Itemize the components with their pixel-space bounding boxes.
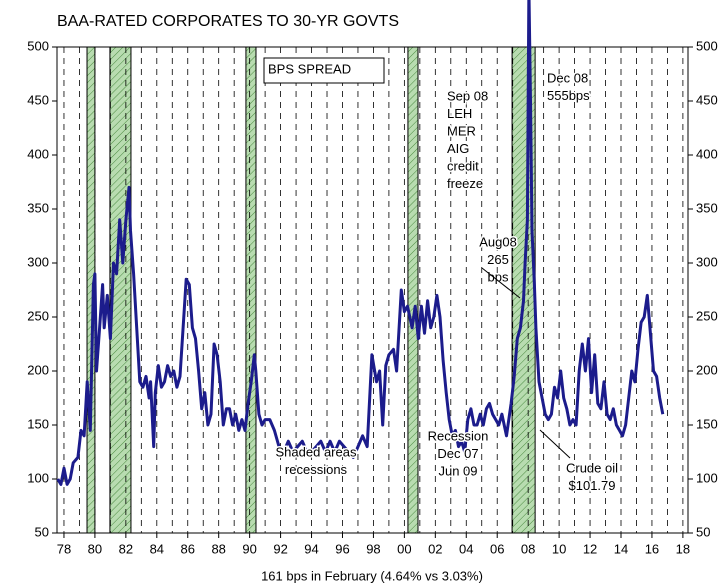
x-tick-label: 80: [88, 541, 102, 556]
y-tick-label: 200: [27, 362, 49, 377]
y-tick-label: 300: [27, 254, 49, 269]
y-tick-label: 450: [27, 92, 49, 107]
x-tick-label: 82: [119, 541, 133, 556]
x-tick-label: 84: [150, 541, 164, 556]
x-tick-label: 78: [57, 541, 71, 556]
annotation: Recession: [428, 428, 489, 443]
x-tick-label: 08: [521, 541, 535, 556]
annotation: Dec 08: [547, 70, 588, 85]
x-tick-label: 00: [397, 541, 411, 556]
annotation: AIG: [447, 141, 469, 156]
x-tick-label: 16: [645, 541, 659, 556]
annotation: MER: [447, 123, 476, 138]
y-tick-label: 400: [27, 146, 49, 161]
plot-frame: [56, 46, 689, 534]
annotation: Aug08: [479, 234, 517, 249]
x-tick-label: 14: [614, 541, 628, 556]
data-line: [56, 0, 665, 486]
y2-tick-label: 50: [696, 524, 710, 539]
x-tick-label: 98: [366, 541, 380, 556]
x-tick-label: 88: [211, 541, 225, 556]
x-tick-label: 86: [181, 541, 195, 556]
x-tick-label: 18: [676, 541, 690, 556]
x-tick-label: 06: [490, 541, 504, 556]
y-tick-label: 100: [27, 470, 49, 485]
x-axis-label: 161 bps in February (4.64% vs 3.03%): [261, 568, 483, 583]
y2-tick-label: 100: [696, 470, 718, 485]
y-tick-label: 350: [27, 200, 49, 215]
annotation-pointer: [481, 267, 521, 299]
y2-tick-label: 150: [696, 416, 718, 431]
y-tick-label: 150: [27, 416, 49, 431]
x-tick-label: 94: [304, 541, 318, 556]
annotation: Sep 08: [447, 88, 488, 103]
y2-tick-label: 200: [696, 362, 718, 377]
x-tick-label: 02: [428, 541, 442, 556]
annotation: freeze: [447, 176, 483, 191]
y-tick-label: 50: [35, 524, 49, 539]
x-tick-label: 92: [273, 541, 287, 556]
y2-tick-label: 250: [696, 308, 718, 323]
annotation-box: [263, 57, 385, 84]
annotation-pointer: [539, 429, 571, 459]
x-tick-label: 12: [583, 541, 597, 556]
x-tick-label: 90: [242, 541, 256, 556]
annotation: BPS SPREAD: [268, 61, 351, 76]
recession-band: [245, 46, 257, 534]
y-tick-label: 250: [27, 308, 49, 323]
annotation: $101.79: [569, 478, 616, 493]
y-tick-label: 500: [27, 38, 49, 53]
y2-tick-label: 300: [696, 254, 718, 269]
annotation: Shaded areas: [276, 444, 357, 459]
y2-tick-label: 400: [696, 146, 718, 161]
annotation: LEH: [447, 106, 472, 121]
annotation: bps: [488, 269, 509, 284]
recession-band: [407, 46, 419, 534]
annotation: 555bps: [547, 88, 590, 103]
y2-tick-label: 350: [696, 200, 718, 215]
annotation: Jun 09: [438, 463, 477, 478]
annotation: recessions: [285, 462, 348, 477]
annotation: Crude oil: [566, 460, 618, 475]
annotation: Dec 07: [437, 446, 478, 461]
x-tick-label: 96: [335, 541, 349, 556]
y2-tick-label: 500: [696, 38, 718, 53]
x-tick-label: 04: [459, 541, 473, 556]
annotation: credit: [447, 158, 479, 173]
chart-title: BAA-RATED CORPORATES TO 30-YR GOVTS: [57, 13, 399, 30]
x-tick-label: 10: [552, 541, 566, 556]
annotation: 265: [487, 252, 509, 267]
y2-tick-label: 450: [696, 92, 718, 107]
